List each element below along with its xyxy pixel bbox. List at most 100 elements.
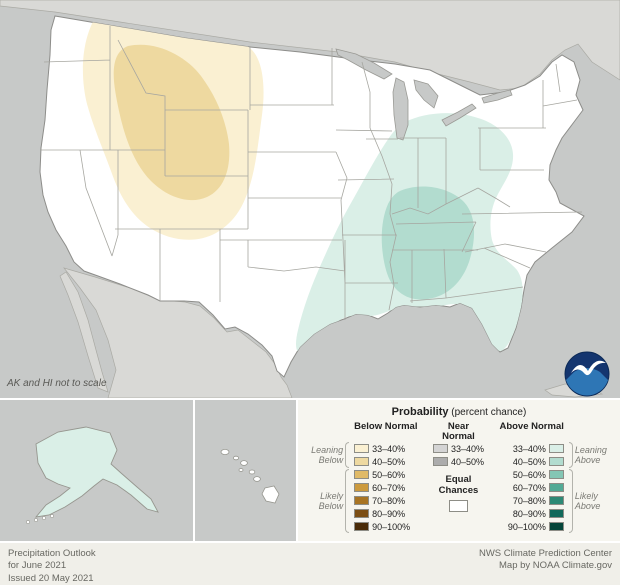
legend-row-label: 33–40%: [450, 443, 484, 454]
leaning-below-group: Leaning Below: [307, 442, 350, 468]
legend-row-label: 90–100%: [507, 521, 546, 532]
hawaii-map-svg: [220, 449, 280, 504]
likely-below-group: Likely Below: [307, 469, 350, 533]
legend-row-label: 70–80%: [372, 495, 406, 506]
alaska-map-svg: [26, 426, 159, 524]
color-swatch: [548, 483, 564, 492]
color-swatch: [354, 522, 370, 531]
color-swatch: [354, 457, 370, 466]
legend-row: 70–80%: [354, 494, 417, 507]
footer-credit: Map by NOAA Climate.gov: [499, 560, 612, 572]
lake-ontario: [481, 89, 513, 104]
legend-title: Probability (percent chance): [304, 406, 614, 418]
near-normal-header: Near Normal: [442, 421, 475, 442]
equal-chances-top: Equal: [445, 474, 472, 485]
legend-title-note: (percent chance): [448, 407, 527, 418]
state-borders: [40, 26, 583, 320]
legend-row: 70–80%: [499, 494, 564, 507]
color-swatch: [548, 496, 564, 505]
leaning-above-top: Leaning: [574, 444, 607, 455]
legend-row-label: 60–70%: [372, 482, 406, 493]
footer-right: NWS Climate Prediction Center Map by NOA…: [479, 548, 612, 581]
legend-row-label: 50–60%: [512, 469, 546, 480]
below-normal-header: Below Normal: [354, 421, 418, 432]
noaa-logo-gull: [571, 360, 606, 376]
leaning-below-top: Leaning: [311, 444, 344, 455]
legend-row: 50–60%: [354, 468, 417, 481]
above-normal-region-40-50: [381, 186, 475, 300]
legend-row: 80–90%: [499, 507, 564, 520]
leaning-above-bracket: [568, 442, 573, 468]
scale-note: AK and HI not to scale: [7, 378, 107, 389]
equal-chances-swatch: [448, 499, 468, 512]
leaning-above-label: Leaning Above: [575, 445, 611, 466]
legend-row: 33–40%: [432, 442, 484, 455]
likely-below-top: Likely: [320, 490, 344, 501]
footer-outlook-title: Precipitation Outlook: [8, 548, 96, 559]
alaska-panel: [0, 400, 193, 541]
legend-row: 80–90%: [354, 507, 417, 520]
color-swatch: [354, 444, 370, 453]
likely-above-group: Likely Above: [568, 469, 611, 533]
likely-above-top: Likely: [574, 490, 598, 501]
legend-title-word: Probability: [391, 406, 449, 418]
great-lakes: [335, 48, 513, 141]
conus-map-area: AK and HI not to scale: [0, 0, 620, 398]
legend-row: 33–40%: [354, 442, 417, 455]
bottom-panels: Probability (percent chance) Leaning Bel…: [0, 400, 620, 541]
color-swatch: [354, 509, 370, 518]
legend-row: 33–40%: [499, 442, 564, 455]
leaning-above-group: Leaning Above: [568, 442, 611, 468]
legend-row-label: 40–50%: [372, 456, 406, 467]
color-swatch: [548, 509, 564, 518]
footer-issued-date: Issued 20 May 2021: [8, 572, 94, 584]
color-swatch: [548, 522, 564, 531]
hawaii-islands: [220, 449, 280, 504]
legend-panel: Probability (percent chance) Leaning Bel…: [298, 400, 620, 541]
below-side-labels: Leaning Below Likely Below: [307, 442, 350, 533]
noaa-logo: [564, 351, 610, 397]
near-normal-column: Near Normal 33–40% 40–50% Equal C: [422, 421, 494, 512]
lake-erie: [441, 103, 477, 127]
color-swatch: [548, 457, 564, 466]
equal-chances-label: Equal Chances: [438, 474, 479, 497]
likely-below-bottom: Below: [318, 501, 344, 511]
baja-landmass: [59, 271, 109, 393]
footer: Precipitation Outlook for June 2021 Issu…: [0, 543, 620, 585]
canada-landmass: [0, 0, 620, 91]
near-normal-header-top: Near: [447, 421, 470, 432]
leaning-below-bottom: Below: [318, 455, 344, 465]
leaning-below-bracket: [345, 442, 350, 468]
footer-source: NWS Climate Prediction Center: [478, 548, 612, 559]
lake-michigan: [392, 77, 409, 141]
footer-outlook-month: for June 2021: [8, 560, 67, 572]
aleutian-islands: [26, 514, 54, 524]
legend-row-label: 90–100%: [372, 521, 411, 532]
likely-below-bracket: [345, 469, 350, 533]
equal-chances-bottom: Chances: [438, 484, 479, 496]
legend-row-label: 80–90%: [372, 508, 406, 519]
likely-above-bracket: [568, 469, 573, 533]
color-swatch: [432, 457, 448, 466]
legend-row-label: 80–90%: [512, 508, 546, 519]
leaning-below-label: Leaning Below: [307, 445, 343, 466]
likely-below-label: Likely Below: [307, 490, 344, 512]
footer-left: Precipitation Outlook for June 2021 Issu…: [8, 548, 96, 584]
legend-row: 90–100%: [499, 520, 564, 533]
lake-huron: [413, 79, 439, 109]
below-normal-column: Below Normal 33–40% 40–50% 50–60%: [354, 421, 418, 533]
legend-row: 60–70%: [499, 481, 564, 494]
state-borders-east: [391, 63, 583, 303]
color-swatch: [548, 470, 564, 479]
legend-row-label: 70–80%: [512, 495, 546, 506]
lake-superior: [335, 48, 393, 80]
legend-row-label: 60–70%: [512, 482, 546, 493]
legend-row-label: 33–40%: [512, 443, 546, 454]
below-normal-region-40-50: [113, 44, 230, 201]
legend-row-label: 50–60%: [372, 469, 406, 480]
alaska-shape: [34, 426, 159, 518]
legend-row: 50–60%: [499, 468, 564, 481]
color-swatch: [354, 470, 370, 479]
noaa-logo-sea: [566, 368, 608, 396]
above-normal-header: Above Normal: [499, 421, 564, 432]
